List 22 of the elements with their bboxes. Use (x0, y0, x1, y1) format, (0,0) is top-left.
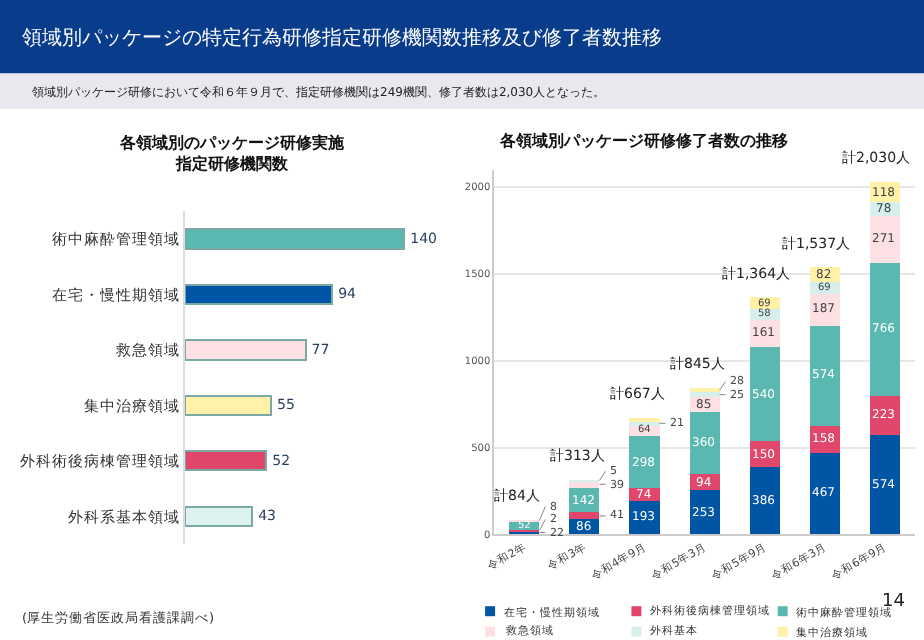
bar (184, 283, 334, 306)
bar (809, 326, 840, 426)
bar (184, 339, 307, 361)
bar (749, 347, 780, 442)
bar (184, 228, 406, 250)
text: 領域別パッケージの特定行為研修指定研修機関数推移及び修了者数推移 (22, 26, 662, 50)
bar (184, 505, 254, 527)
bar (569, 512, 600, 520)
bar (809, 453, 840, 535)
bar (689, 490, 720, 535)
bar (869, 434, 900, 535)
bar (184, 450, 268, 472)
chart-title: 各領域別パッケージ研修修了者数の推移 (498, 132, 788, 150)
bar (629, 500, 660, 535)
bar (869, 262, 900, 396)
chart-title: 各領域別のパッケージ研修実施指定研修機関数 (118, 132, 346, 173)
bar (749, 467, 780, 535)
bar (184, 394, 273, 417)
bar (629, 436, 660, 489)
bar (869, 215, 900, 263)
bar (869, 395, 900, 435)
bar (689, 411, 720, 475)
